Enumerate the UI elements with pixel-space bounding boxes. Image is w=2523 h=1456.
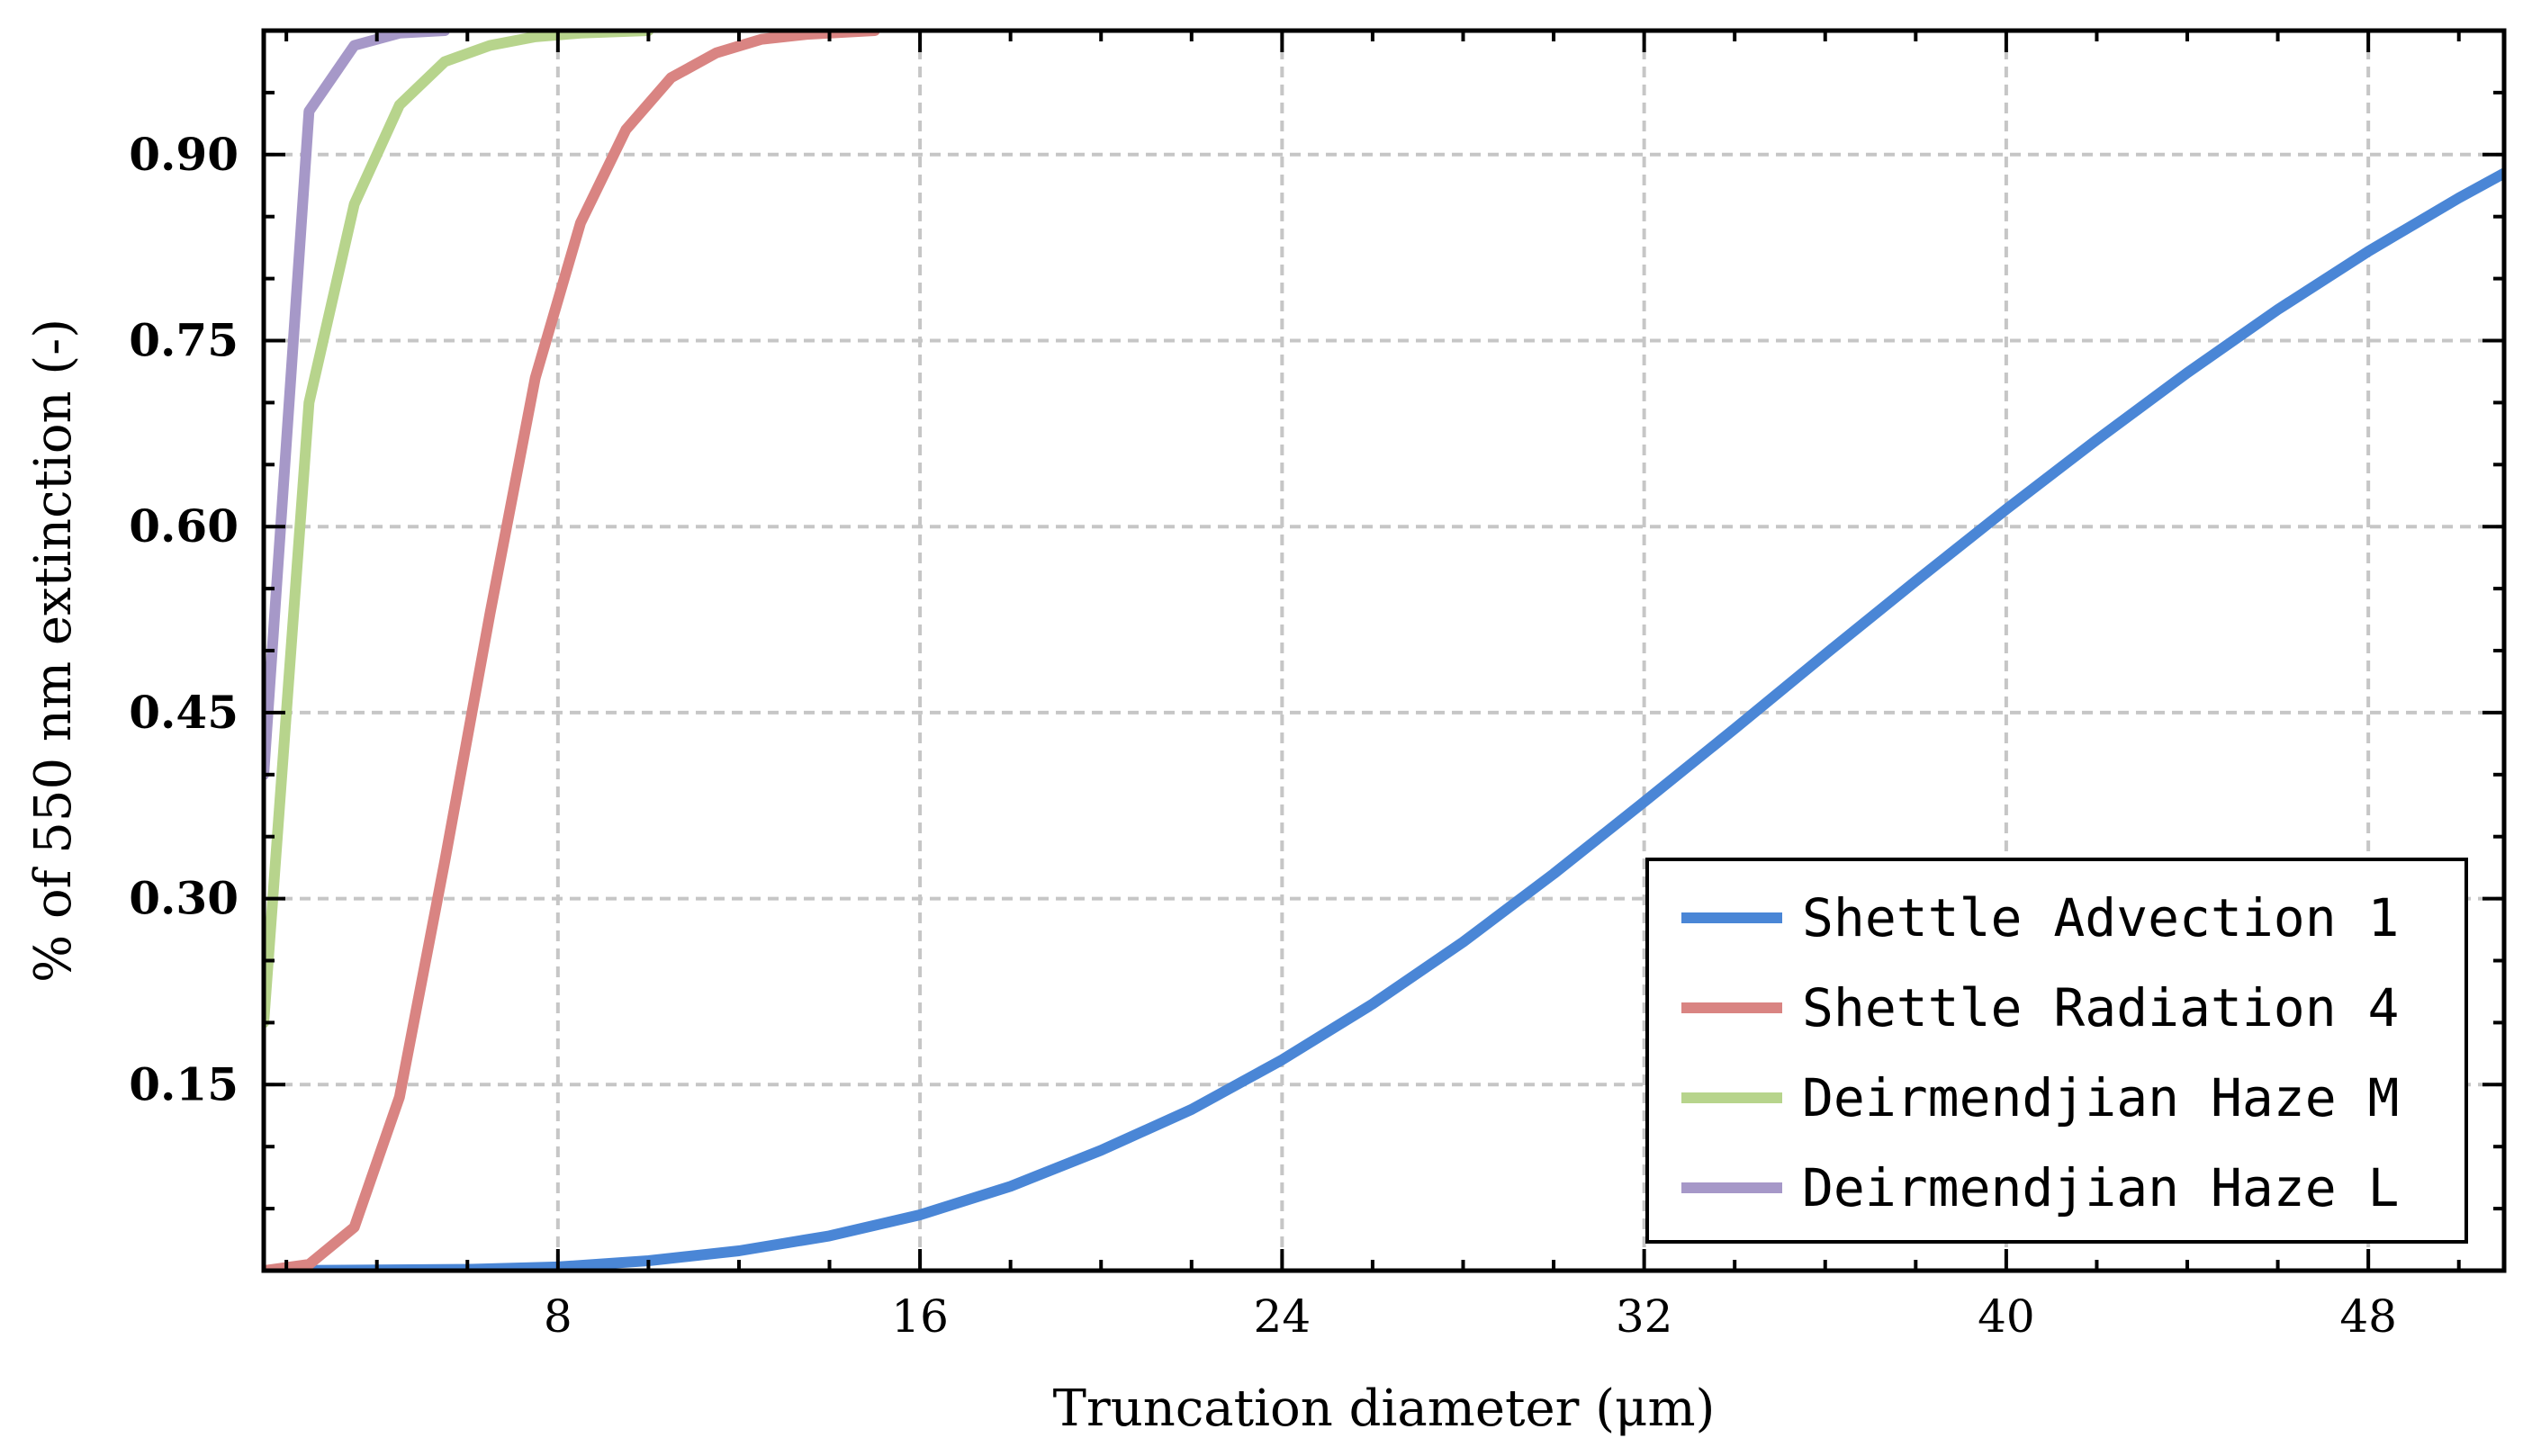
x-tick-label: 48 — [2339, 1290, 2397, 1343]
x-tick-label: 8 — [544, 1290, 572, 1343]
legend-label: Shettle Radiation 4 — [1802, 977, 2399, 1038]
tick-labels: 8 16 24 32 40 48 0.15 0.30 0.45 0.60 0.75 0.90 — [129, 128, 2397, 1343]
legend-label: Shettle Advection 1 — [1802, 887, 2399, 948]
y-tick-label: 0.75 — [129, 314, 239, 367]
ticks — [264, 31, 2504, 1271]
legend-label: Deirmendjian Haze L — [1802, 1157, 2399, 1218]
grid — [264, 31, 2504, 1271]
legend-label: Deirmendjian Haze M — [1802, 1067, 2399, 1128]
x-tick-label: 40 — [1978, 1290, 2035, 1343]
x-tick-label: 24 — [1254, 1290, 1311, 1343]
y-tick-label: 0.30 — [129, 872, 239, 925]
legend: Shettle Advection 1 Shettle Radiation 4 De… — [1645, 858, 2468, 1244]
y-axis-title: % of 550 nm extinction (-) — [24, 319, 83, 983]
y-tick-label: 0.15 — [129, 1057, 239, 1110]
series-shettle-advection-1 — [264, 167, 2504, 1271]
series-deirmendjian-haze-m — [264, 31, 654, 1029]
x-axis-title: Truncation diameter (μm) — [1053, 1380, 1716, 1438]
x-tick-label: 32 — [1616, 1290, 1673, 1343]
series-shettle-radiation-4 — [264, 31, 880, 1271]
y-tick-label: 0.90 — [129, 128, 239, 181]
legend-box — [1645, 858, 2468, 1244]
x-tick-label: 16 — [891, 1290, 949, 1343]
y-tick-label: 0.60 — [129, 499, 239, 553]
y-tick-label: 0.45 — [129, 686, 239, 739]
